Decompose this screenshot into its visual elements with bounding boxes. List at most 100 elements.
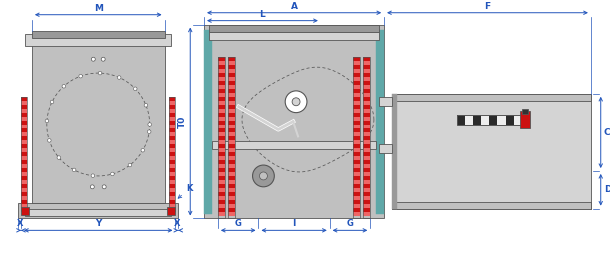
Bar bbox=[514, 114, 522, 124]
Bar bbox=[204, 30, 212, 214]
Bar bbox=[353, 61, 361, 65]
Bar bbox=[218, 168, 225, 172]
Bar bbox=[353, 81, 361, 85]
Bar bbox=[353, 208, 361, 211]
Bar bbox=[364, 188, 370, 192]
Bar bbox=[353, 200, 361, 204]
Bar bbox=[21, 113, 27, 117]
Bar bbox=[364, 57, 370, 61]
Bar bbox=[170, 200, 176, 204]
Bar bbox=[18, 203, 178, 219]
Bar bbox=[228, 192, 235, 196]
Bar bbox=[364, 69, 370, 73]
Bar bbox=[228, 109, 235, 113]
Bar bbox=[21, 137, 27, 140]
Bar bbox=[21, 168, 27, 172]
Bar bbox=[228, 93, 235, 97]
Bar bbox=[228, 81, 235, 85]
Bar bbox=[218, 164, 225, 168]
Bar bbox=[170, 132, 176, 137]
Bar bbox=[228, 113, 235, 117]
Bar bbox=[21, 105, 27, 109]
Bar bbox=[228, 132, 235, 137]
Bar bbox=[218, 144, 225, 148]
Bar bbox=[353, 105, 361, 109]
Bar bbox=[218, 132, 225, 137]
Bar bbox=[353, 93, 361, 97]
Bar bbox=[353, 65, 361, 69]
Bar bbox=[21, 200, 27, 204]
Bar bbox=[228, 188, 235, 192]
Bar bbox=[364, 156, 370, 160]
Bar bbox=[353, 113, 361, 117]
Bar bbox=[353, 160, 361, 164]
Bar bbox=[218, 85, 225, 89]
Circle shape bbox=[144, 103, 148, 107]
Circle shape bbox=[292, 98, 300, 106]
Bar bbox=[353, 184, 361, 188]
Bar bbox=[364, 176, 370, 180]
Circle shape bbox=[50, 100, 54, 104]
Bar bbox=[353, 137, 361, 140]
Bar bbox=[21, 109, 27, 113]
Bar bbox=[353, 164, 361, 168]
Circle shape bbox=[148, 123, 151, 126]
Bar bbox=[21, 188, 27, 192]
Bar bbox=[218, 109, 225, 113]
Text: T0: T0 bbox=[178, 115, 187, 128]
Bar bbox=[364, 65, 370, 69]
Bar bbox=[170, 121, 176, 124]
Bar bbox=[170, 172, 176, 176]
Bar bbox=[218, 73, 225, 77]
Bar bbox=[170, 192, 176, 196]
Bar bbox=[364, 140, 370, 144]
Bar bbox=[228, 164, 235, 168]
Bar bbox=[458, 114, 465, 124]
Bar bbox=[489, 114, 498, 124]
Text: D: D bbox=[604, 185, 610, 194]
Bar bbox=[353, 168, 361, 172]
Bar bbox=[25, 35, 171, 46]
Bar bbox=[364, 152, 370, 156]
Circle shape bbox=[73, 168, 76, 172]
Circle shape bbox=[45, 119, 49, 123]
Bar bbox=[228, 65, 235, 69]
Bar bbox=[364, 128, 370, 132]
Bar bbox=[228, 137, 235, 140]
Bar bbox=[218, 117, 225, 121]
Bar bbox=[473, 114, 481, 124]
Bar bbox=[228, 160, 235, 164]
Bar bbox=[21, 192, 27, 196]
Bar bbox=[170, 140, 176, 144]
Bar bbox=[228, 144, 235, 148]
Bar bbox=[364, 196, 370, 200]
Bar bbox=[21, 97, 27, 101]
Bar bbox=[353, 124, 361, 128]
Bar bbox=[170, 160, 176, 164]
Bar bbox=[353, 188, 361, 192]
Bar bbox=[21, 176, 27, 180]
Bar bbox=[228, 196, 235, 200]
Bar bbox=[481, 114, 489, 124]
Text: C: C bbox=[604, 128, 610, 137]
Bar bbox=[218, 121, 225, 124]
Text: G: G bbox=[346, 219, 353, 228]
Text: L: L bbox=[260, 10, 265, 19]
Circle shape bbox=[110, 172, 114, 176]
Circle shape bbox=[134, 87, 137, 91]
Bar bbox=[21, 207, 29, 215]
Bar bbox=[170, 196, 176, 200]
Bar bbox=[498, 114, 506, 124]
Bar bbox=[170, 124, 176, 128]
Bar bbox=[353, 204, 361, 208]
Bar bbox=[218, 97, 225, 101]
Bar bbox=[353, 196, 361, 200]
Bar bbox=[353, 109, 361, 113]
Bar bbox=[353, 77, 361, 81]
Bar bbox=[364, 93, 370, 97]
Bar bbox=[170, 137, 176, 140]
Bar bbox=[379, 144, 392, 153]
Bar bbox=[379, 97, 392, 106]
Bar bbox=[364, 132, 370, 137]
Bar bbox=[364, 164, 370, 168]
